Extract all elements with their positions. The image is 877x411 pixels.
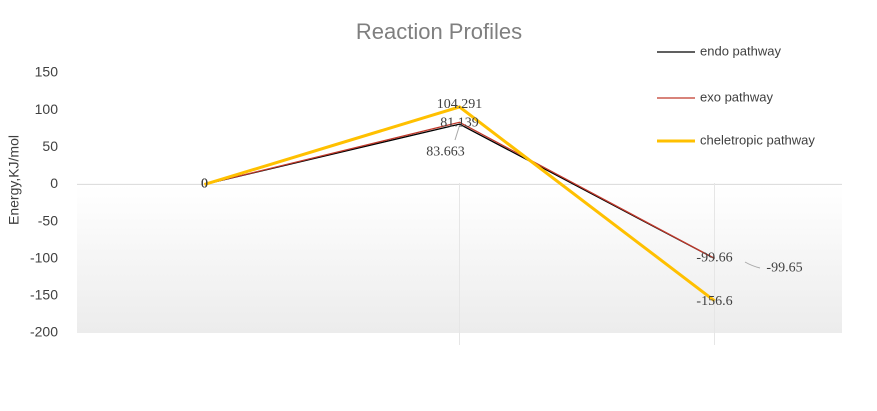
y-tick-label: -100	[30, 249, 58, 265]
y-tick-label: -50	[38, 212, 58, 228]
data-label: 81.139	[440, 115, 479, 130]
y-tick-label: -200	[30, 324, 58, 340]
data-label: 104.291	[437, 97, 483, 112]
leader-line	[744, 261, 761, 269]
data-label: -99.66	[696, 251, 732, 266]
y-tick-label: 100	[35, 101, 59, 117]
data-label: -99.65	[766, 261, 802, 276]
legend-text: endo pathway	[700, 43, 781, 58]
series-line	[204, 121, 715, 260]
y-tick-label: 0	[50, 175, 58, 191]
data-label: 83.663	[426, 144, 465, 159]
chart-title: Reaction Profiles	[356, 19, 522, 44]
data-label: 0	[201, 177, 208, 192]
data-label: -156.6	[696, 294, 732, 309]
legend-text: cheletropic pathway	[700, 132, 815, 147]
data-label: 0	[201, 177, 208, 192]
y-tick-label: 150	[35, 64, 59, 80]
y-tick-label: -150	[30, 287, 58, 303]
y-axis-title: Energy,KJ/mol	[6, 135, 22, 225]
series-line	[204, 105, 716, 302]
leader-line	[454, 123, 461, 141]
y-tick-label: 50	[42, 138, 58, 154]
legend-text: exo pathway	[700, 89, 773, 104]
data-label: 0	[201, 177, 208, 192]
